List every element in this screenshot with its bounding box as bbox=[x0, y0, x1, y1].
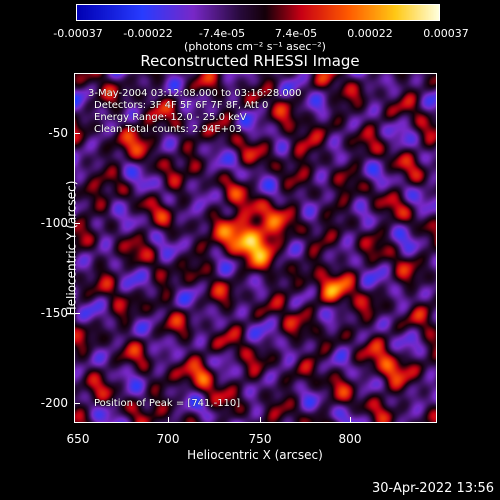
x-tick-label: 750 bbox=[248, 432, 272, 446]
y-tick-label: -200 bbox=[40, 396, 68, 410]
clean-counts-annotation: Clean Total counts: 2.94E+03 bbox=[94, 124, 242, 135]
timestamp: 30-Apr-2022 13:56 bbox=[372, 481, 494, 496]
x-tick-label: 800 bbox=[338, 432, 362, 446]
y-tick-mark bbox=[74, 133, 80, 134]
energy-range-annotation: Energy Range: 12.0 - 25.0 keV bbox=[94, 112, 247, 123]
detectors-annotation: Detectors: 3F 4F 5F 6F 7F 8F, Att 0 bbox=[94, 100, 269, 111]
colorbar-tick-label: 0.00022 bbox=[347, 27, 393, 40]
colorbar-tick-label: -7.4e-05 bbox=[198, 27, 246, 40]
colorbar-ticks: -0.00037 -0.00022 -7.4e-05 7.4e-05 0.000… bbox=[0, 0, 500, 60]
y-tick-label: -150 bbox=[40, 306, 68, 320]
y-tick-mark bbox=[74, 223, 80, 224]
y-tick-mark bbox=[74, 403, 80, 404]
y-tick-label: -50 bbox=[48, 126, 68, 140]
x-tick-label: 650 bbox=[66, 432, 90, 446]
colorbar-tick-label: 7.4e-05 bbox=[274, 27, 318, 40]
peak-position-annotation: Position of Peak = [741,-110] bbox=[94, 398, 241, 409]
time-range-annotation: 3-May-2004 03:12:08.000 to 03:16:28.000 bbox=[88, 88, 302, 99]
y-tick-mark bbox=[74, 313, 80, 314]
colorbar-tick-label: -0.00037 bbox=[53, 27, 103, 40]
x-tick-label: 700 bbox=[156, 432, 180, 446]
colorbar bbox=[76, 4, 440, 21]
colorbar-tick-label: 0.00037 bbox=[423, 27, 469, 40]
x-tick-mark bbox=[168, 417, 169, 423]
image-heatmap bbox=[74, 73, 437, 423]
colorbar-tick-label: -0.00022 bbox=[123, 27, 173, 40]
rhessi-image: 3-May-2004 03:12:08.000 to 03:16:28.000 … bbox=[74, 73, 437, 423]
x-axis-label: Heliocentric X (arcsec) bbox=[187, 448, 323, 462]
colorbar-unit-label: (photons cm⁻² s⁻¹ asec⁻²) bbox=[184, 40, 326, 53]
x-tick-mark bbox=[260, 417, 261, 423]
y-axis-label: Heliocentric Y (arcsec) bbox=[64, 180, 79, 316]
x-tick-mark bbox=[350, 417, 351, 423]
plot-title: Reconstructed RHESSI Image bbox=[140, 52, 360, 70]
y-tick-label: -100 bbox=[40, 216, 68, 230]
